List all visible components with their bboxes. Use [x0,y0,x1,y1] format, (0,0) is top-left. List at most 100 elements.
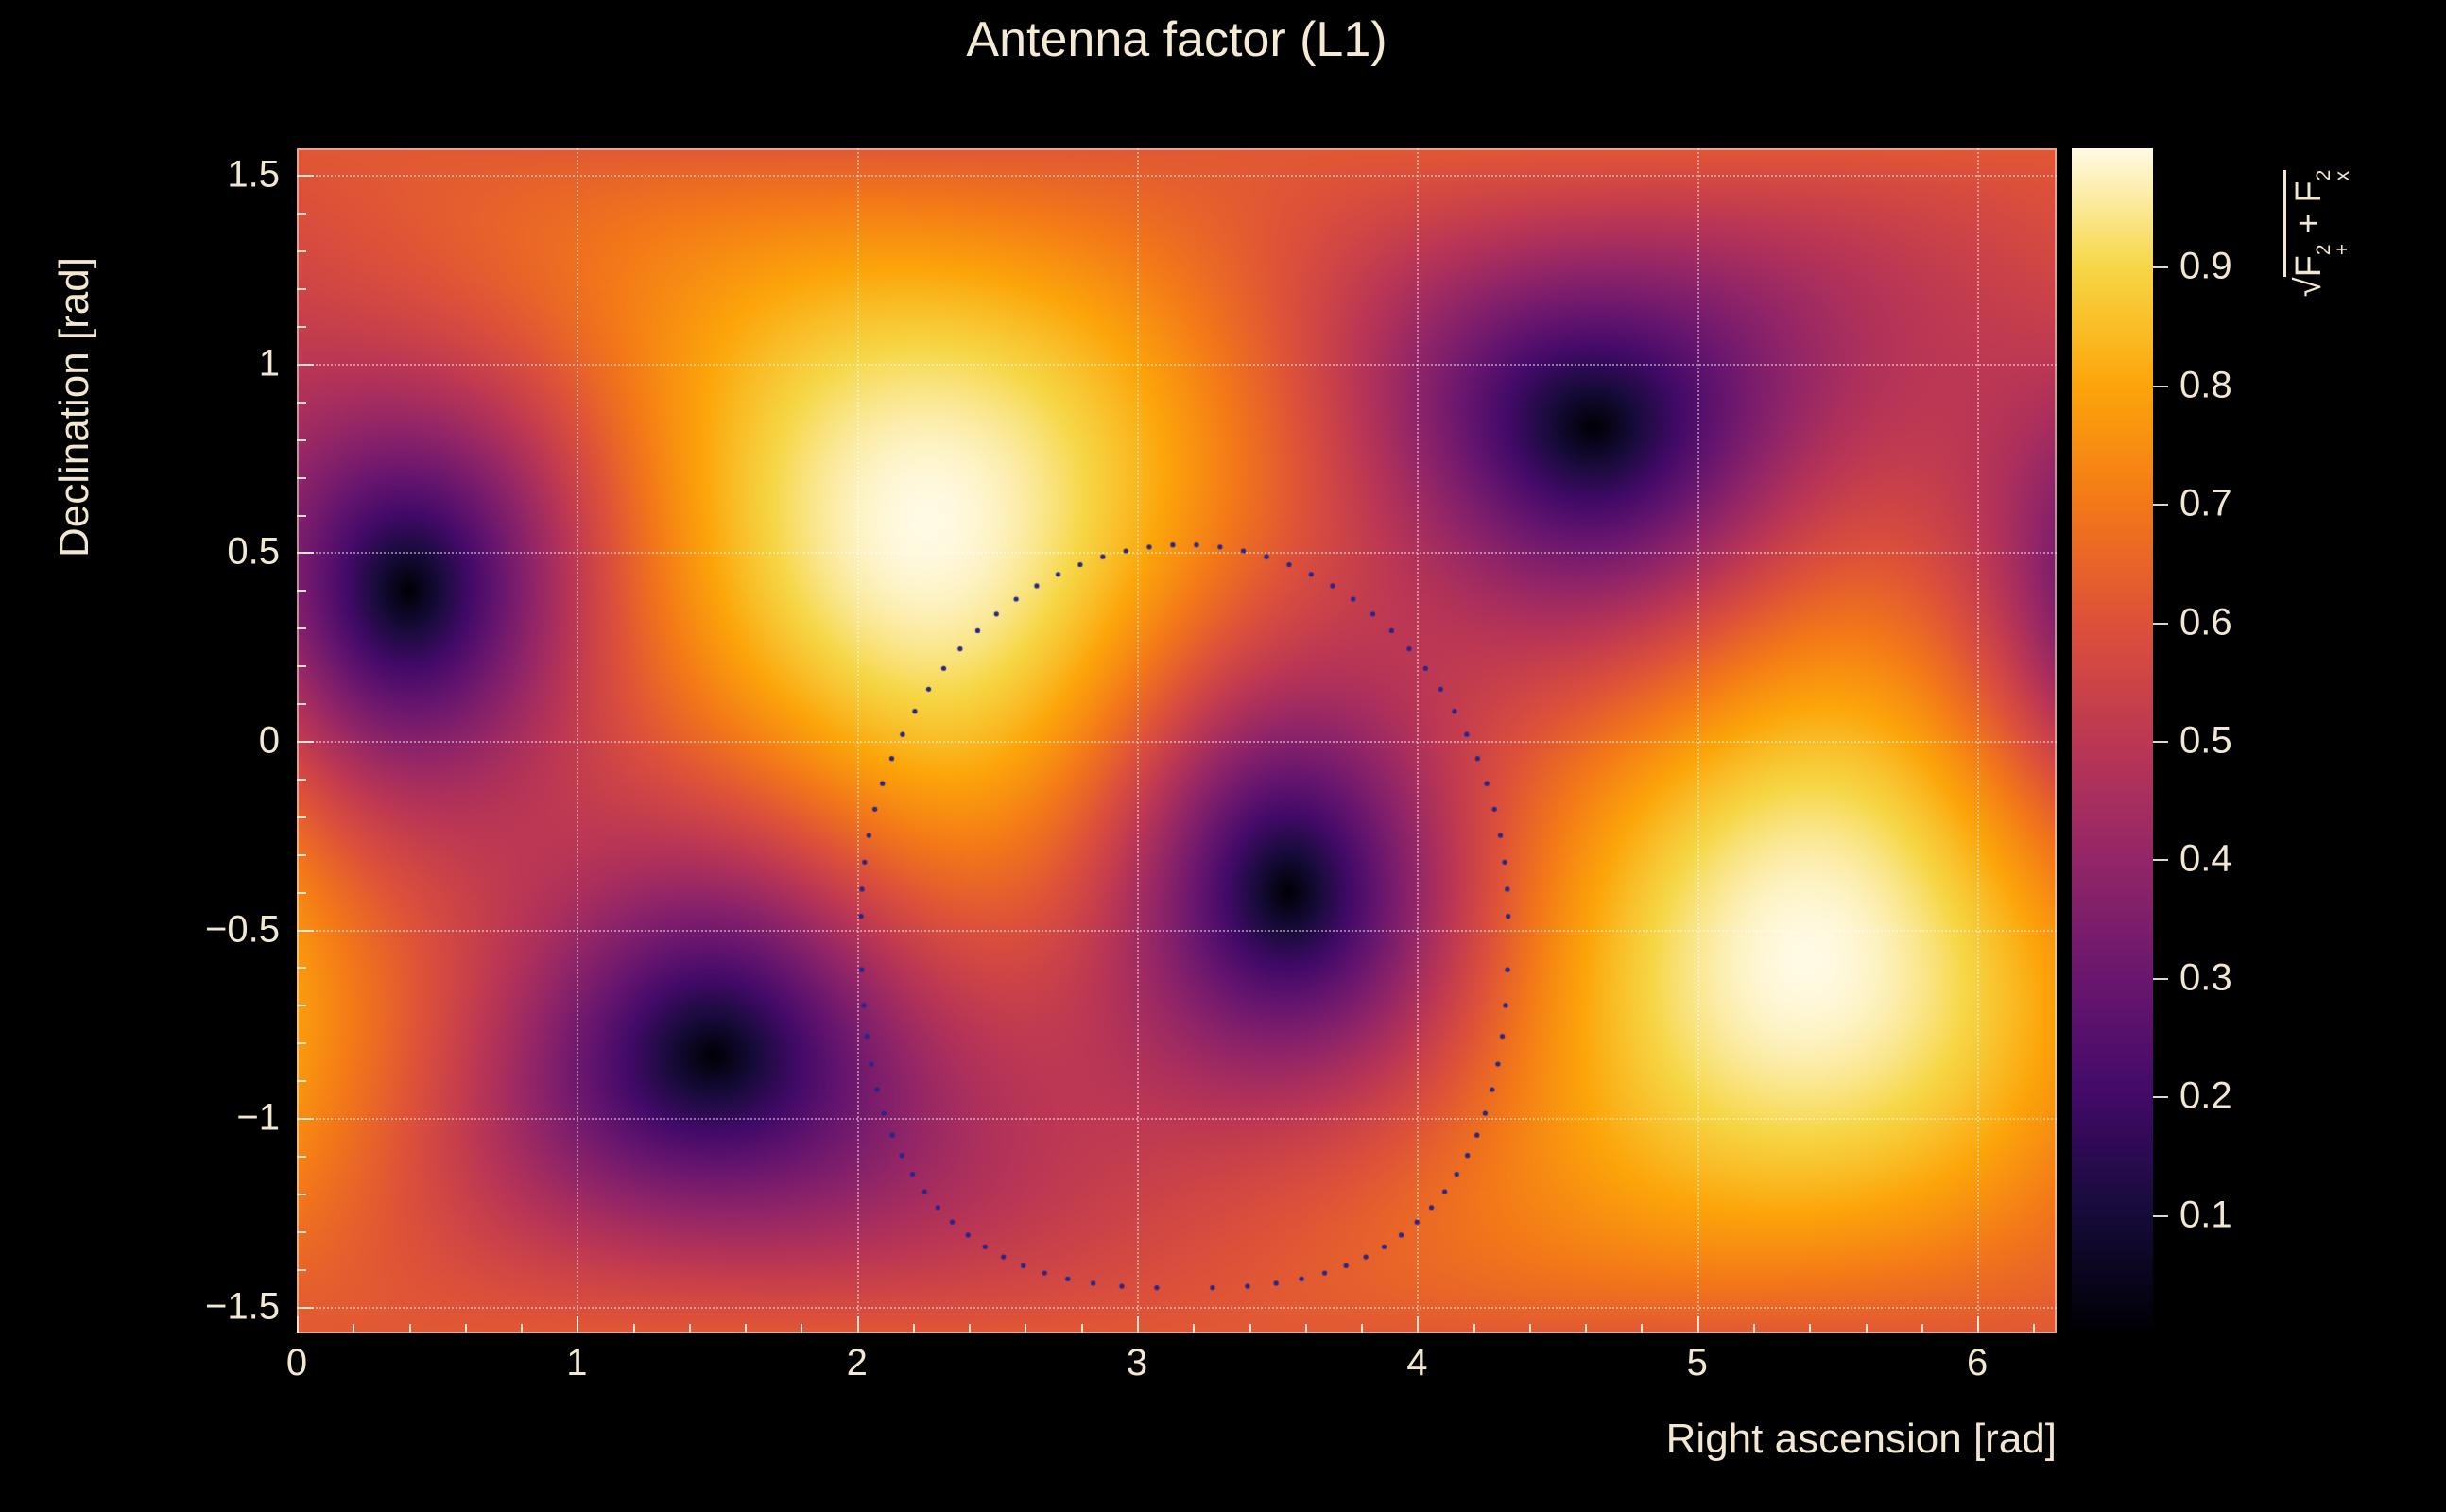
x-minor-tick [353,1324,355,1333]
plot-title: Antenna factor (L1) [966,12,1387,67]
y-minor-tick [297,778,306,781]
y-major-tick [297,1306,314,1309]
y-minor-tick [297,401,306,404]
f-cross-symbol: F [2289,180,2329,203]
colorbar-tick-label: 0.4 [2179,837,2232,880]
x-tick-label: 4 [1406,1342,1428,1383]
colorbar-tick [2153,504,2168,507]
x-major-tick [297,1316,299,1333]
y-minor-tick [297,288,306,290]
y-major-tick [297,552,314,555]
y-minor-tick [297,1005,306,1007]
x-minor-tick [1585,1324,1588,1333]
y-minor-tick [297,1268,306,1271]
y-major-tick [297,175,314,178]
colorbar-tick [2153,266,2168,269]
y-major-tick [297,929,314,932]
y-major-tick [297,363,314,366]
x-tick-label: 6 [1966,1342,1989,1383]
y-minor-tick [297,967,306,970]
y-tick-label: −0.5 [205,908,280,951]
f-plus-scripts: 2 + [2313,243,2354,256]
x-minor-tick [408,1324,411,1333]
x-minor-tick [1361,1324,1364,1333]
colorbar-tick [2153,385,2168,387]
f-plus-symbol: F [2289,255,2329,278]
x-minor-tick [521,1324,524,1333]
x-tick-label: 2 [846,1342,868,1383]
y-tick-label: 0 [258,719,280,762]
y-minor-tick [297,1193,306,1195]
x-minor-tick [464,1324,467,1333]
x-minor-tick [969,1324,972,1333]
x-major-tick [577,1316,579,1333]
x-major-tick [1697,1316,1699,1333]
y-minor-tick [297,853,306,856]
x-tick-label: 0 [285,1342,308,1383]
x-minor-tick [1528,1324,1531,1333]
y-minor-tick [297,627,306,630]
y-axis-title: Declination [rad] [51,257,97,558]
colorbar-tick-label: 0.9 [2179,245,2232,287]
y-minor-tick [297,590,306,593]
y-minor-tick [297,438,306,441]
x-minor-tick [1921,1324,1923,1333]
x-major-tick [1977,1316,1980,1333]
y-minor-tick [297,476,306,479]
x-minor-tick [1473,1324,1475,1333]
x-major-tick [1417,1316,1420,1333]
x-minor-tick [632,1324,635,1333]
x-minor-tick [1641,1324,1644,1333]
y-minor-tick [297,891,306,894]
x-minor-tick [1304,1324,1307,1333]
x-minor-tick [1249,1324,1251,1333]
x-tick-label: 1 [566,1342,588,1383]
y-minor-tick [297,213,306,215]
colorbar-tick [2153,622,2168,625]
colorbar-tick [2153,977,2168,980]
y-minor-tick [297,250,306,253]
x-minor-tick [1752,1324,1755,1333]
colorbar [2072,148,2153,1333]
plot-area [297,148,2057,1333]
x-minor-tick [1865,1324,1868,1333]
x-minor-tick [801,1324,803,1333]
y-tick-label: 1.5 [227,153,280,196]
y-minor-tick [297,703,306,706]
x-minor-tick [2033,1324,2036,1333]
sqrt-sign: √ [2289,277,2329,298]
contour-canvas [297,148,2057,1333]
colorbar-tick-label: 0.5 [2179,719,2232,762]
y-minor-tick [297,816,306,818]
x-minor-tick [1080,1324,1083,1333]
y-tick-label: 1 [258,342,280,385]
colorbar-tick-label: 0.2 [2179,1074,2232,1117]
colorbar-tick [2153,1096,2168,1099]
y-minor-tick [297,514,306,517]
colorbar-tick [2153,1214,2168,1217]
y-minor-tick [297,325,306,328]
x-minor-tick [1809,1324,1812,1333]
colorbar-tick-label: 0.8 [2179,364,2232,406]
x-minor-tick [688,1324,691,1333]
y-tick-label: 0.5 [227,530,280,573]
y-tick-label: −1.5 [205,1285,280,1328]
x-axis-title: Right ascension [rad] [1665,1416,2057,1462]
y-major-tick [297,741,314,743]
y-major-tick [297,1118,314,1121]
colorbar-tick [2153,741,2168,743]
x-minor-tick [1025,1324,1027,1333]
x-major-tick [856,1316,859,1333]
y-minor-tick [297,1080,306,1083]
x-minor-tick [912,1324,915,1333]
y-minor-tick [297,1042,306,1045]
x-minor-tick [1193,1324,1196,1333]
colorbar-tick-label: 0.1 [2179,1194,2232,1236]
colorbar-tick-label: 0.6 [2179,601,2232,644]
colorbar-gradient-canvas [2072,148,2153,1333]
x-tick-label: 3 [1126,1342,1148,1383]
